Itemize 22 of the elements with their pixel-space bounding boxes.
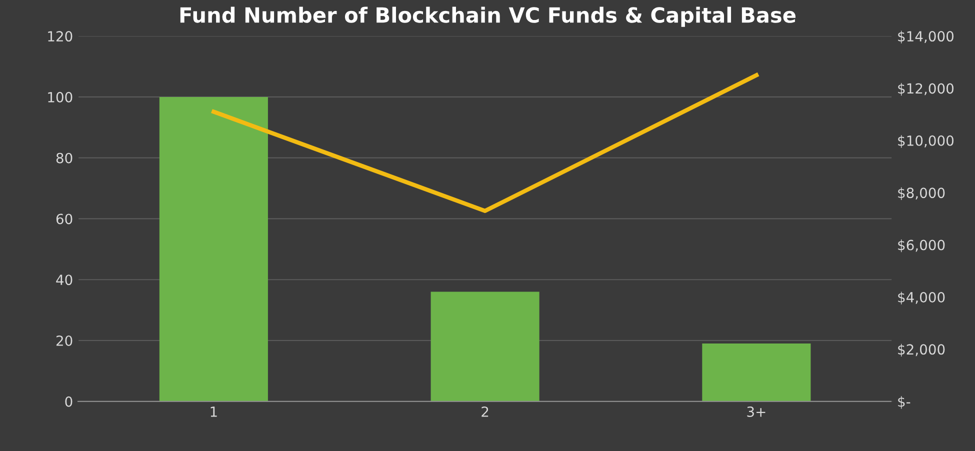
y2-tick-label: $12,000: [898, 82, 954, 96]
x-tick-label: 2: [482, 406, 488, 417]
y-tick-label: 100: [48, 92, 72, 102]
y2-tick-label: $14,000: [898, 30, 954, 44]
bar: [159, 96, 268, 402]
bar: [430, 292, 540, 402]
y2-tick-label: $6,000: [898, 240, 945, 252]
y-tick-label: 40: [56, 274, 72, 286]
chart-title: Fund Number of Blockchain VC Funds & Capital Base: [180, 6, 796, 27]
y-tick-label: 120: [48, 31, 72, 42]
y-tick-label: 80: [56, 152, 72, 164]
x-tick-label: 1: [210, 406, 217, 417]
bar: [702, 344, 811, 402]
y2-tick-label: $8,000: [898, 187, 945, 200]
y2-tick-label: $-: [898, 396, 910, 409]
x-tick-label: 3+: [747, 406, 766, 417]
y-tick-label: 0: [65, 396, 72, 407]
y-tick-label: 60: [56, 214, 72, 224]
y2-tick-label: $10,000: [898, 135, 954, 148]
y2-tick-label: $2,000: [898, 344, 945, 357]
y-tick-label: 20: [56, 335, 72, 346]
y2-tick-label: $4,000: [898, 292, 945, 304]
